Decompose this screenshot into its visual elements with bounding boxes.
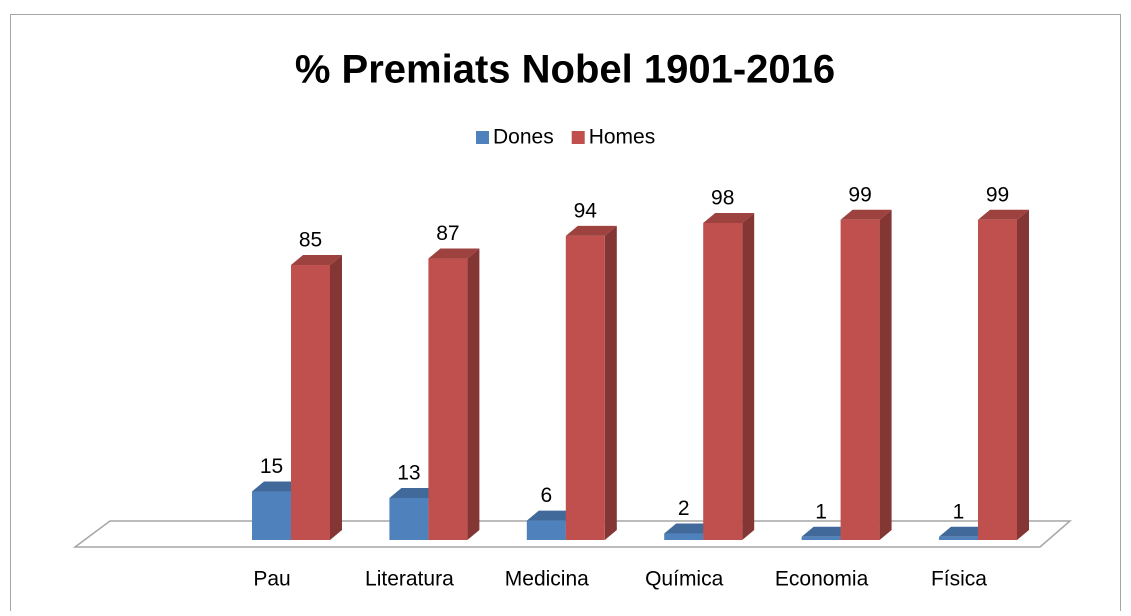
bar-top [252, 481, 303, 492]
data-label: 99 [986, 183, 1009, 206]
bar-top [664, 523, 716, 534]
bar-top [939, 526, 990, 537]
bar-side [330, 255, 342, 540]
bar-front [978, 219, 1017, 541]
legend-swatch [476, 131, 489, 144]
bar-front [939, 536, 978, 540]
bar-side [1017, 209, 1029, 541]
x-tick-label: Medicina [505, 568, 589, 591]
bar [703, 212, 755, 540]
chart-title: % Premiats Nobel 1901-2016 [295, 48, 835, 92]
bar-front [565, 235, 605, 540]
x-tick-label: Pau [253, 568, 290, 591]
data-label: 1 [815, 500, 827, 523]
bar-front [526, 520, 566, 540]
legend-label: Homes [589, 126, 656, 149]
bar-top [428, 248, 480, 259]
data-label: 99 [848, 183, 871, 206]
bar-top [703, 212, 755, 223]
bar-top [291, 255, 342, 266]
data-label: 85 [299, 229, 322, 252]
x-tick-label: Literatura [365, 568, 454, 591]
data-label: 15 [260, 455, 283, 478]
bar [252, 481, 303, 540]
bar-top [801, 526, 853, 537]
x-tick-label: Economia [775, 568, 869, 591]
bar-top [526, 510, 578, 521]
bar-front [801, 536, 841, 540]
bar-front [291, 265, 330, 540]
bar-top [840, 209, 892, 220]
bar-top [978, 209, 1029, 220]
bar [291, 255, 342, 540]
bar [428, 248, 480, 540]
bar-side [879, 209, 892, 541]
bar-side [604, 225, 617, 540]
data-label: 87 [436, 222, 459, 245]
bar-side [467, 248, 480, 540]
bar-front [664, 533, 704, 540]
data-label: 1 [953, 500, 965, 523]
data-label: 2 [678, 497, 690, 520]
bar-front [428, 258, 468, 540]
x-tick-label: Física [931, 568, 987, 591]
data-label: 6 [540, 484, 552, 507]
bar [565, 225, 617, 540]
bar [840, 209, 892, 541]
bar-front [840, 219, 880, 541]
bar-front [252, 491, 291, 540]
bar-top [389, 487, 441, 498]
bar-side [742, 212, 755, 540]
data-label: 98 [711, 187, 734, 210]
bar-front [389, 497, 429, 540]
bar-top [565, 225, 617, 236]
legend-swatch [571, 131, 585, 144]
bar [978, 209, 1029, 541]
bar-front [703, 222, 743, 540]
data-label: 94 [574, 199, 598, 222]
data-label: 13 [397, 461, 420, 484]
legend-label: Dones [493, 126, 554, 149]
x-tick-label: Química [645, 568, 724, 591]
